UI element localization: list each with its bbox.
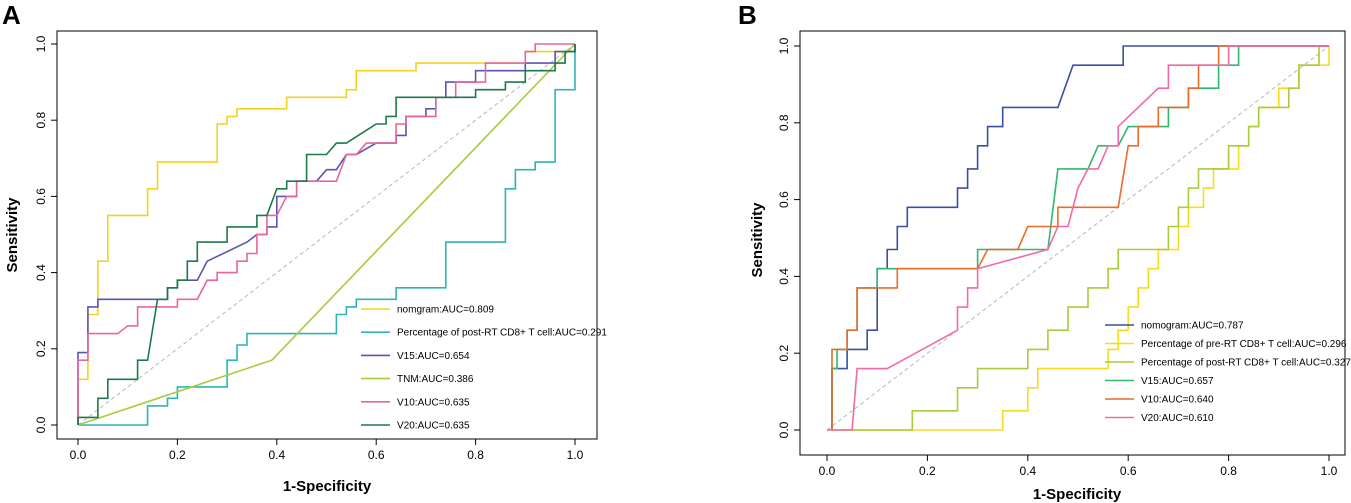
x-tick-label: 0.4 [268, 448, 285, 462]
legend-label: V10:AUC=0.640 [1141, 395, 1214, 406]
roc-panel-b: B 0.0 0.2 0.4 0.6 0.8 1.0 0.0 0.2 0.4 0.6 0.8 1.0 1-S… [738, 0, 1351, 503]
x-tick-label: 0.6 [368, 448, 385, 462]
x-tick-label: 0.4 [1019, 464, 1036, 478]
reference-diagonal [826, 45, 1330, 431]
y-tick-label: 1.0 [34, 35, 48, 52]
x-tick-label: 1.0 [567, 448, 584, 462]
x-tick-label: 0.6 [1120, 464, 1137, 478]
y-tick-label: 0.8 [777, 114, 791, 131]
legend-label: Percentage of post-RT CD8+ T cell:AUC=0.… [397, 328, 607, 339]
legend-label: V20:AUC=0.635 [397, 421, 470, 432]
y-tick-label: 0.0 [777, 421, 791, 438]
legend-label: nomgram:AUC=0.809 [397, 305, 494, 316]
plot-frame [56, 30, 598, 440]
legend-label: nomogram:AUC=0.787 [1141, 321, 1244, 332]
legend-label: Percentage of post-RT CD8+ T cell:AUC=0.… [1141, 358, 1351, 369]
y-tick-label: 0.0 [34, 416, 48, 433]
legend-label: TNM:AUC=0.386 [397, 374, 474, 385]
x-axis-title: 1-Specificity [1033, 486, 1122, 503]
x-tick-label: 0.0 [70, 448, 87, 462]
roc-curve-1 [77, 44, 576, 425]
x-tick-label: 1.0 [1321, 464, 1338, 478]
y-tick-label: 0.6 [777, 191, 791, 208]
reference-diagonal [77, 43, 576, 426]
roc-curve-6 [827, 45, 1329, 431]
legend-label: V20:AUC=0.610 [1141, 413, 1214, 424]
y-tick-label: 0.4 [34, 264, 48, 281]
legend-label: V10:AUC=0.635 [397, 397, 470, 408]
roc-curve-5 [77, 43, 575, 425]
legend: nomogram:AUC=0.787 Percentage of pre-RT C… [1105, 321, 1351, 424]
y-tick-label: 0.4 [777, 268, 791, 285]
roc-curve-3 [832, 45, 1329, 431]
roc-curve-4 [77, 43, 576, 426]
panel-label: A [2, 0, 21, 30]
legend-label: V15:AUC=0.654 [397, 351, 470, 362]
roc-curve-4 [831, 45, 1329, 430]
roc-panel-a: A 0.0 0.2 0.4 0.6 0.8 1.0 0.0 0.2 0.4 0.6 0.8 1.0 1-S… [2, 0, 607, 495]
roc-curve-6 [77, 44, 576, 425]
x-axis-title: 1-Specificity [283, 478, 372, 495]
x-tick-label: 0.0 [819, 464, 836, 478]
x-tick-label: 0.8 [467, 448, 484, 462]
y-tick-label: 0.2 [777, 345, 791, 362]
roc-curve-1 [831, 45, 1329, 430]
y-tick-label: 0.2 [34, 340, 48, 357]
x-tick-label: 0.2 [169, 448, 186, 462]
x-tick-label: 0.2 [919, 464, 936, 478]
y-axis-title: Sensitivity [4, 197, 21, 273]
plot-frame [799, 30, 1346, 456]
x-tick-label: 0.8 [1220, 464, 1237, 478]
y-tick-label: 1.0 [777, 37, 791, 54]
y-axis-title: Sensitivity [749, 202, 766, 278]
roc-curve-5 [831, 45, 1329, 430]
roc-curve-2 [78, 44, 576, 426]
legend-label: V15:AUC=0.657 [1141, 376, 1214, 387]
panel-label: B [738, 0, 757, 30]
legend: nomgram:AUC=0.809 Percentage of post-RT C… [361, 305, 607, 432]
y-tick-label: 0.6 [34, 188, 48, 205]
legend-label: Percentage of pre-RT CD8+ T cell:AUC=0.2… [1141, 339, 1347, 350]
y-tick-label: 0.8 [34, 112, 48, 129]
